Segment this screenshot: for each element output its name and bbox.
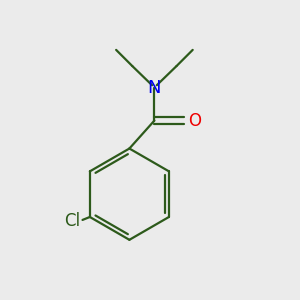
Text: O: O xyxy=(188,112,201,130)
Text: N: N xyxy=(148,79,161,97)
Text: Cl: Cl xyxy=(64,212,80,230)
